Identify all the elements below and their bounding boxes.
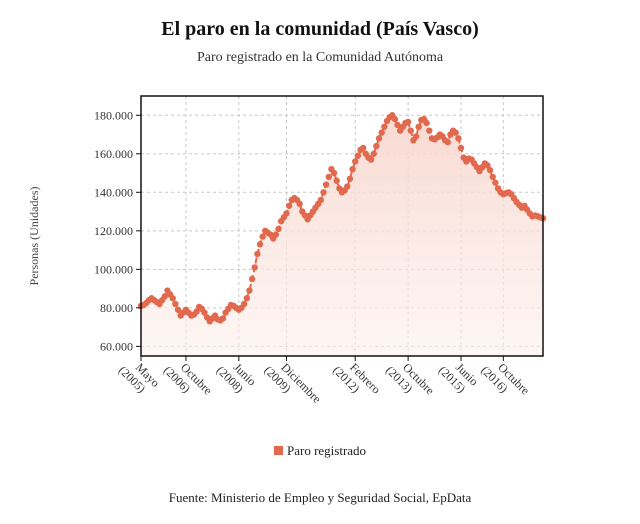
legend[interactable]: Paro registrado [274,443,366,458]
data-point[interactable] [320,189,327,196]
data-point[interactable] [444,139,451,146]
data-point[interactable] [367,156,375,163]
chart-title: El paro en la comunidad (País Vasco) [161,18,479,40]
data-point[interactable] [391,115,399,123]
legend-swatch [274,446,283,455]
data-point[interactable] [370,150,377,157]
series-area [141,115,543,356]
data-point[interactable] [296,200,303,208]
data-point[interactable] [375,135,383,142]
data-point[interactable] [426,127,433,134]
x-tick-label: Mayo(2005) [116,360,163,395]
y-tick-label: 160.000 [94,147,133,161]
y-axis-label: Personas (Unidades) [27,187,41,286]
data-point[interactable] [174,306,182,313]
plot-frame [140,95,544,357]
x-tick-label: Octubre(2006) [161,360,215,397]
y-tick-label: 60.000 [100,339,133,353]
data-point[interactable] [349,165,356,173]
series-points [137,112,547,325]
data-point[interactable] [219,315,227,322]
data-point[interactable] [455,135,462,142]
data-point[interactable] [415,123,422,131]
data-point[interactable] [333,177,340,184]
data-point[interactable] [412,133,420,140]
x-tick-label: Junio(2015) [436,360,481,395]
y-tick-label: 80.000 [100,301,133,315]
data-point[interactable] [322,181,330,188]
x-tick-label: Octubre(2013) [383,360,437,397]
data-point[interactable] [352,158,359,165]
data-point[interactable] [344,183,351,190]
data-point[interactable] [243,295,250,302]
data-point[interactable] [325,173,332,181]
data-point[interactable] [169,295,176,302]
data-point[interactable] [452,129,459,136]
data-point[interactable] [285,202,293,209]
data-point[interactable] [272,231,280,238]
y-tick-label: 120.000 [94,224,133,238]
data-point[interactable] [330,169,338,177]
data-point[interactable] [172,300,179,308]
data-point[interactable] [354,152,362,159]
data-point[interactable] [256,241,264,248]
data-point[interactable] [423,119,430,127]
data-point[interactable] [346,175,354,183]
legend-label: Paro registrado [287,443,366,458]
data-point[interactable] [193,308,200,315]
x-tick-label: Diciembre(2009) [261,360,324,406]
x-axis: Mayo(2005) Octubre(2006) Junio(2008) Diciem… [116,356,532,406]
data-point[interactable] [404,118,412,126]
data-point[interactable] [317,196,325,204]
data-point[interactable] [246,287,253,294]
data-point[interactable] [492,179,499,186]
data-point[interactable] [283,210,290,217]
y-tick-label: 140.000 [94,185,133,199]
data-point[interactable] [489,173,496,181]
data-point[interactable] [201,309,208,316]
x-tick-label: Junio(2008) [214,360,259,395]
data-point[interactable] [486,166,494,174]
data-point[interactable] [457,144,465,152]
data-point[interactable] [373,142,380,150]
data-point[interactable] [394,121,401,129]
data-point[interactable] [254,250,261,258]
y-tick-label: 100.000 [94,262,133,276]
data-point[interactable] [251,264,258,271]
data-point[interactable] [381,123,388,131]
data-point[interactable] [161,293,168,300]
data-point[interactable] [407,127,414,134]
data-point[interactable] [484,162,491,169]
data-point[interactable] [359,144,367,152]
y-tick-label: 180.000 [94,108,133,122]
data-point[interactable] [248,275,256,283]
x-tick-label: Octubre(2016) [478,360,532,397]
data-point[interactable] [275,225,282,233]
x-tick-label: Febrero(2012) [330,360,383,396]
y-axis: 60.000 80.000 100.000 120.000 140.000 160.000… [94,108,141,353]
source-note: Fuente: Ministerio de Empleo y Seguridad… [168,490,472,505]
chart-subtitle: Paro registrado en la Comunidad Autónoma [196,50,444,65]
data-point[interactable] [259,233,266,240]
data-point[interactable] [378,129,385,136]
data-point[interactable] [240,300,248,308]
